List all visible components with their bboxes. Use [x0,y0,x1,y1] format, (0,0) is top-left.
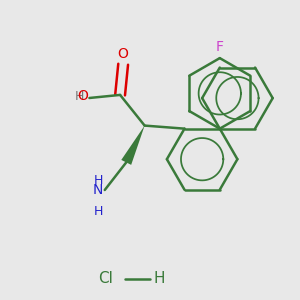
Text: O: O [77,89,88,103]
Text: H: H [153,271,165,286]
Text: Cl: Cl [98,271,113,286]
Text: H: H [75,90,85,103]
Text: N: N [93,183,103,197]
Text: O: O [118,47,129,61]
Text: F: F [216,40,224,54]
Polygon shape [121,126,145,165]
Text: H: H [94,205,103,218]
Text: H: H [94,174,103,187]
